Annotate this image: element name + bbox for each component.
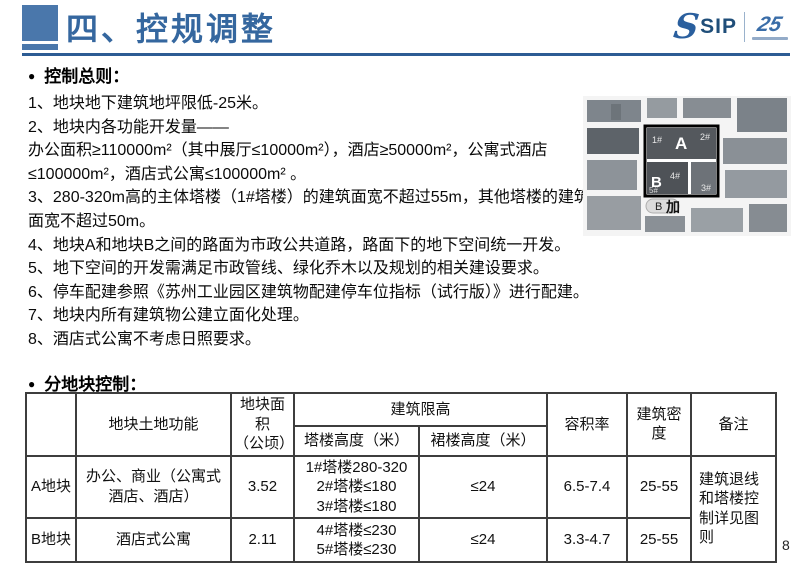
page-number: 8 [782, 537, 790, 553]
parcels-heading-label: 分地块控制： [44, 375, 147, 394]
row-a-land-use: 办公、商业（公寓式酒店、酒店） [75, 454, 232, 519]
table-row-parcel-b: B地块 酒店式公寓 2.11 4#塔楼≤230 5#塔楼≤230 ≤24 3.3… [25, 517, 776, 563]
parcel-control-section-heading: ● 分地块控制： [28, 370, 146, 395]
header-density: 建筑密度 [626, 392, 692, 457]
row-a-area: 3.52 [230, 454, 295, 519]
header-tower-height: 塔楼高度（米） [293, 425, 420, 457]
row-a-density: 25-55 [626, 454, 692, 519]
map-tower-5-label: 5# [649, 186, 658, 195]
table-row-parcel-a: A地块 办公、商业（公寓式酒店、酒店） 3.52 1#塔楼280-320 2#塔… [25, 454, 777, 563]
sip-logo-text: SIP [700, 15, 737, 38]
row-a-podium-height: ≤24 [418, 454, 548, 519]
logo-divider [744, 12, 745, 42]
map-tower-2-label: 2# [700, 132, 710, 142]
principle-line: 6、停车配建参照《苏州工业园区建筑物配建停车位指标（试行版）》进行配建。 [28, 283, 589, 301]
site-map-image: 1# A 2# B 4# 5# 3# B 加 [583, 96, 791, 236]
principle-line: 7、地块内所有建筑物公建立面化处理。 [28, 307, 309, 325]
control-principles-section: ● 控制总则： 1、地块地下建筑地坪限低-25米。 2、地块内各功能开发量—— 办… [28, 62, 590, 352]
principle-line: 4、地块A和地块B之间的路面为市政公共道路，路面下的地下空间统一开发。 [28, 236, 571, 254]
principle-line: 1、地块地下建筑地坪限低-25米。 [28, 95, 269, 112]
bullet-icon: ● [28, 377, 36, 391]
row-a-name: A地块 [25, 454, 77, 519]
map-tower-4-label: 4# [670, 171, 680, 181]
principle-line: 3、280-320m高的主体塔楼（1#塔楼）的建筑面宽不超过55m，其他塔楼的建… [28, 189, 590, 207]
header-land-use: 地块土地功能 [75, 392, 232, 457]
row-b-name: B地块 [25, 517, 77, 563]
row-b-area: 2.11 [230, 517, 295, 563]
title-bar-decoration [22, 44, 58, 50]
header-far: 容积率 [546, 392, 628, 457]
map-parcel-b-label: B [651, 174, 662, 191]
principle-line: 2、地块内各功能开发量—— [28, 118, 229, 136]
principles-heading-label: 控制总则： [44, 67, 130, 86]
map-pill-char-text: 加 [665, 199, 680, 215]
principle-line: 8、酒店式公寓不考虑日照要求。 [28, 330, 261, 348]
title-square-decoration [22, 5, 58, 41]
principles-lines: 1、地块地下建筑地坪限低-25米。 2、地块内各功能开发量—— 办公面积≥110… [28, 92, 590, 352]
parcel-control-table: 地块土地功能 地块面积 （公顷） 建筑限高 容积率 建筑密度 备注 塔楼高度（米… [25, 391, 777, 563]
map-tower-3-label: 3# [701, 183, 711, 193]
page-title: 四、控规调整 [66, 11, 277, 47]
header-area: 地块面积 （公顷） [230, 392, 295, 457]
sip-logo-swirl-icon: S [670, 7, 701, 47]
header-notes: 备注 [690, 392, 777, 457]
row-a-far: 6.5-7.4 [546, 454, 628, 519]
map-pill-b-text: B [655, 201, 662, 213]
principle-line: 面宽不超过50m。 [28, 212, 156, 230]
header-divider-line [22, 53, 790, 56]
principle-line: 办公面积≥110000m²（其中展厅≤10000m²），酒店≥50000m²，公… [28, 142, 548, 160]
table-corner-cell [25, 392, 77, 457]
logo-fine-print [752, 37, 788, 40]
header-podium-height: 裙楼高度（米） [418, 425, 548, 457]
header-height-limit: 建筑限高 [293, 391, 548, 428]
bullet-icon: ● [28, 69, 36, 83]
principle-line: 5、地下空间的开发需满足市政管线、绿化乔木以及规划的相关建设要求。 [28, 260, 549, 278]
principle-line: ≤100000m²，酒店式公寓≤100000m² 。 [28, 165, 307, 183]
principles-heading: ● 控制总则： [28, 62, 590, 87]
row-b-density: 25-55 [626, 517, 692, 563]
row-b-tower-height: 4#塔楼≤230 5#塔楼≤230 [293, 517, 420, 563]
logo-25-text: 25 [755, 13, 785, 36]
sip-logo: S SIP 25 [670, 6, 788, 48]
map-tower-1-label: 1# [652, 135, 662, 145]
notes-cell: 建筑退线和塔楼控制详见图则 [690, 454, 777, 563]
map-pill-label: B 加 [645, 198, 680, 215]
map-city-blocks [587, 98, 787, 232]
row-a-tower-height: 1#塔楼280-320 2#塔楼≤180 3#塔楼≤180 [293, 454, 420, 519]
row-b-podium-height: ≤24 [418, 517, 548, 563]
row-b-far: 3.3-4.7 [546, 517, 628, 563]
row-b-land-use: 酒店式公寓 [75, 517, 232, 563]
map-central-parcel: 1# A 2# B 4# 5# 3# [643, 124, 720, 198]
map-parcel-a-label: A [675, 134, 687, 153]
logo-anniversary: 25 [752, 13, 788, 40]
